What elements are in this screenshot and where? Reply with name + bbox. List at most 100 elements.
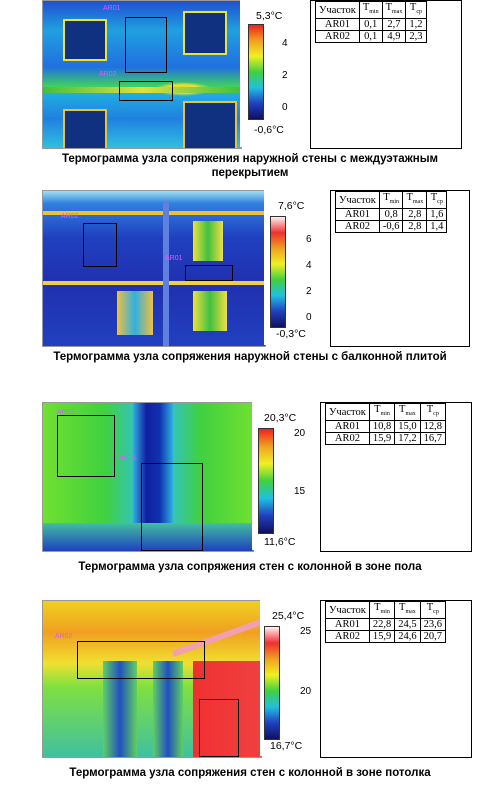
scale-panel-1: 5,3°C 4 2 0 -0,6°C [240,0,310,147]
scale-panel-4: 25,4°C 25 20 16,7°C [260,600,324,756]
header-cell: Tmin [358,0,383,20]
temperature-table-3: Участок Tmin Tmax Tср AR01 10,8 15,0 12,… [325,402,446,446]
table-cell: AR02 [325,630,370,644]
scale-panel-2: 7,6°C 6 4 2 0 -0,3°C [264,190,338,345]
table-cell: 2,8 [402,220,428,234]
table-cell: 1,4 [426,220,448,234]
table-cell: 2,3 [405,30,427,44]
table-cell: 15,0 [394,420,421,434]
table-cell: 0,1 [358,18,383,32]
table-header-row: Участок Tmin Tmax Tср [325,402,446,422]
scale-tick: 20 [294,428,306,439]
area-box-ar02 [83,223,117,267]
table-cell: 0,8 [378,208,404,222]
scale-tick: 15 [294,486,306,497]
scale-tick: 0 [282,102,288,113]
tmin-label: 11,6°C [264,536,296,548]
scale-panel-3: 20,3°C 20 15 11,6°C [252,402,324,550]
area-box-ar01 [199,699,239,757]
thermogram-image-4: AR02 [42,600,262,758]
header-cell: Tmin [378,190,404,210]
tmax-label: 20,3°C [264,412,297,424]
scale-tick: 2 [306,286,312,297]
header-cell: Tmax [394,600,421,620]
info-panel-1: Участок Tmin Tmax Tср AR01 0,1 2,7 1,2 A… [310,0,462,149]
table-cell: 17,2 [394,432,421,446]
table-cell: 0,1 [358,30,383,44]
table-cell: AR01 [325,420,370,434]
info-panel-3: Участок Tmin Tmax Tср AR01 10,8 15,0 12,… [320,402,472,552]
tmax-label: 7,6°C [278,200,305,212]
header-cell: Участок [315,0,360,20]
table-cell: AR01 [315,18,360,32]
header-cell: Tmax [402,190,428,210]
info-panel-4: Участок Tmin Tmax Tср AR01 22,8 24,5 23,… [320,600,472,758]
area-label: AR01 [103,5,121,12]
table-row: AR01 22,8 24,5 23,6 [325,618,446,632]
scale-tick: 4 [282,38,288,49]
info-panel-2: Участок Tmin Tmax Tср AR01 0,8 2,8 1,6 A… [330,190,470,347]
scale-tick: 0 [306,312,312,323]
table-cell: AR02 [335,220,380,234]
color-scale-bar [270,216,286,328]
thermogram-image-2: AR02 AR01 [42,190,266,347]
table-row: AR01 0,8 2,8 1,6 [335,208,448,222]
area-box-ar01 [185,265,233,281]
table-row: AR01 10,8 15,0 12,8 [325,420,446,434]
header-cell: Tср [419,600,446,620]
header-cell: Tср [426,190,448,210]
header-cell: Tср [419,402,446,422]
thermogram-image-3: AR02 AR01 [42,402,254,552]
area-box-ar01 [125,17,167,73]
area-label: AR01 [165,255,183,262]
temperature-table-1: Участок Tmin Tmax Tср AR01 0,1 2,7 1,2 A… [315,0,427,44]
table-cell: AR02 [315,30,360,44]
table-cell: 20,7 [419,630,446,644]
table-cell: AR01 [335,208,380,222]
tmin-label: -0,6°C [254,124,284,136]
tmax-label: 25,4°C [272,610,305,622]
tmin-label: -0,3°C [276,328,306,340]
table-cell: 4,9 [381,30,407,44]
header-cell: Участок [335,190,380,210]
table-header-row: Участок Tmin Tmax Tср [315,0,427,20]
table-cell: 15,9 [368,432,396,446]
header-cell: Tmax [381,0,407,20]
area-label: AR02 [61,213,79,220]
table-cell: 16,7 [419,432,446,446]
figure-1: AR01 AR02 5,3°C 4 2 0 -0,6°C Участок Tmi… [0,0,500,180]
scale-tick: 6 [306,234,312,245]
tmax-label: 5,3°C [256,10,283,22]
temperature-table-2: Участок Tmin Tmax Tср AR01 0,8 2,8 1,6 A… [335,190,448,234]
scale-tick: 4 [306,260,312,271]
table-cell: 15,9 [368,630,396,644]
table-header-row: Участок Tmin Tmax Tср [335,190,448,210]
area-label: AR02 [99,71,117,78]
table-cell: AR02 [325,432,370,446]
figure-3: AR02 AR01 20,3°C 20 15 11,6°C Участок Tm… [0,402,500,582]
area-box-ar02 [57,415,115,477]
table-row: AR02 15,9 17,2 16,7 [325,432,446,446]
figure-caption: Термограмма узла сопряжения стен с колон… [78,561,422,573]
header-cell: Tmax [394,402,421,422]
header-cell: Tср [405,0,427,20]
area-box-ar01 [141,463,203,551]
thermogram-image-1: AR01 AR02 [42,0,242,149]
figure-4: AR02 25,4°C 25 20 16,7°C Участок Tmin Tm… [0,600,500,793]
area-label: AR01 [119,455,137,462]
table-cell: 23,6 [419,618,446,632]
area-box-ar02 [77,641,205,679]
table-cell: 10,8 [368,420,396,434]
scale-tick: 2 [282,70,288,81]
figure-caption: Термограмма узла сопряжения наружной сте… [61,153,439,179]
table-cell: 22,8 [368,618,396,632]
area-label: AR02 [57,409,75,416]
table-cell: 2,7 [381,18,407,32]
header-cell: Tmin [368,600,396,620]
table-cell: -0,6 [378,220,404,234]
table-row: AR02 15,9 24,6 20,7 [325,630,446,644]
tmin-label: 16,7°C [270,740,303,752]
temperature-table-4: Участок Tmin Tmax Tср AR01 22,8 24,5 23,… [325,600,446,644]
table-cell: 1,6 [426,208,448,222]
table-row: AR01 0,1 2,7 1,2 [315,18,427,32]
